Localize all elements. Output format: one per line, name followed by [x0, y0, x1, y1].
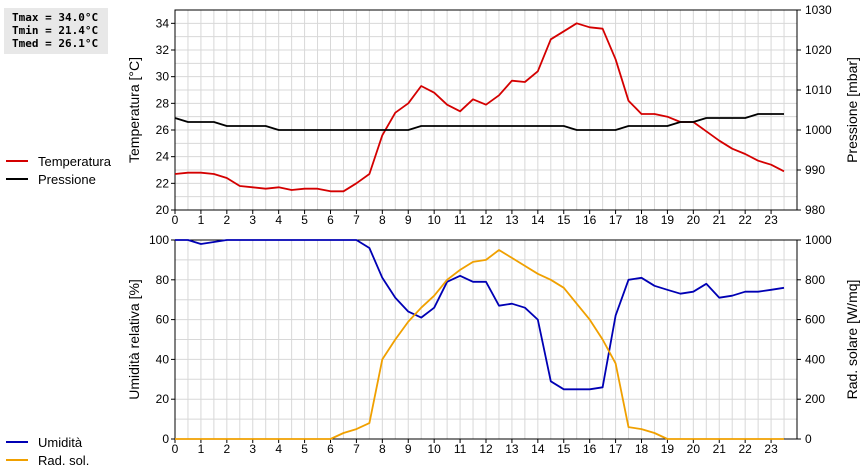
y-left-tick-label: 34: [156, 16, 170, 30]
x-tick-label: 6: [327, 442, 334, 456]
y-left-axis-label: Temperatura [°C]: [126, 57, 142, 163]
x-tick-label: 19: [661, 442, 675, 456]
x-tick-label: 3: [249, 442, 256, 456]
y-right-tick-label: 1000: [805, 233, 832, 247]
legend-item-pressione: Pressione: [6, 170, 111, 188]
x-tick-label: 10: [427, 442, 441, 456]
x-tick-label: 13: [505, 213, 519, 227]
tmin-text: Tmin = 21.4°C: [12, 24, 99, 37]
y-right-tick-label: 0: [805, 432, 812, 446]
y-right-axis-label: Pressione [mbar]: [844, 57, 860, 163]
legend-item-umidita: Umidità: [6, 433, 89, 451]
y-left-tick-label: 26: [156, 123, 170, 137]
legend-label-pressione: Pressione: [38, 171, 96, 187]
x-tick-label: 15: [557, 442, 571, 456]
x-tick-label: 14: [531, 213, 545, 227]
series-line-pressione: [174, 113, 784, 131]
legend-label-temperatura: Temperatura: [38, 153, 111, 169]
x-tick-label: 23: [764, 213, 778, 227]
y-right-tick-label: 600: [805, 313, 825, 327]
x-tick-label: 3: [249, 213, 256, 227]
y-left-axis-label: Umidità relativa [%]: [126, 279, 142, 400]
x-tick-label: 19: [661, 213, 675, 227]
x-tick-label: 22: [738, 213, 752, 227]
x-tick-label: 14: [531, 442, 545, 456]
y-left-tick-label: 32: [156, 43, 170, 57]
x-tick-label: 11: [454, 213, 467, 227]
y-left-tick-label: 80: [156, 273, 170, 287]
x-tick-label: 8: [379, 442, 386, 456]
y-left-tick-label: 24: [156, 150, 170, 164]
x-tick-label: 9: [405, 442, 412, 456]
y-left-tick-label: 30: [156, 70, 170, 84]
x-tick-label: 10: [427, 213, 441, 227]
x-tick-label: 17: [609, 213, 623, 227]
y-right-tick-label: 1030: [805, 3, 832, 17]
legend-label-umidita: Umidità: [38, 434, 83, 450]
y-left-tick-label: 40: [156, 352, 170, 366]
y-right-tick-label: 1000: [805, 123, 832, 137]
tmax-text: Tmax = 34.0°C: [12, 11, 99, 24]
x-tick-label: 5: [301, 213, 308, 227]
x-tick-label: 21: [713, 213, 727, 227]
y-right-tick-label: 800: [805, 273, 825, 287]
x-tick-label: 2: [223, 442, 230, 456]
x-tick-label: 18: [635, 442, 649, 456]
x-tick-label: 21: [713, 442, 727, 456]
x-tick-label: 22: [738, 442, 752, 456]
x-tick-label: 8: [379, 213, 386, 227]
y-left-tick-label: 22: [156, 176, 170, 190]
y-right-tick-label: 200: [805, 392, 825, 406]
x-tick-label: 0: [172, 442, 179, 456]
x-tick-label: 0: [172, 213, 179, 227]
legend-swatch-temperatura: [6, 160, 28, 162]
stats-box: Tmax = 34.0°C Tmin = 21.4°C Tmed = 26.1°…: [4, 8, 108, 54]
x-tick-label: 16: [583, 442, 597, 456]
x-tick-label: 11: [454, 442, 467, 456]
series-line-umidit: [175, 239, 785, 391]
legend-item-temperatura: Temperatura: [6, 152, 111, 170]
x-tick-label: 1: [198, 213, 205, 227]
legend-swatch-pressione: [6, 178, 28, 180]
x-tick-label: 16: [583, 213, 597, 227]
x-tick-label: 2: [223, 213, 230, 227]
series-line-temperatura: [174, 22, 785, 193]
y-left-tick-label: 20: [156, 203, 170, 217]
x-tick-label: 20: [687, 213, 701, 227]
y-left-tick-label: 60: [156, 313, 170, 327]
x-tick-label: 17: [609, 442, 623, 456]
legend-swatch-umidita: [6, 441, 28, 443]
y-right-tick-label: 1020: [805, 43, 832, 57]
series-line-rad-sol: [175, 249, 784, 440]
x-tick-label: 15: [557, 213, 571, 227]
x-tick-label: 1: [198, 442, 205, 456]
y-left-tick-label: 100: [149, 233, 169, 247]
tmed-text: Tmed = 26.1°C: [12, 37, 99, 50]
y-left-tick-label: 20: [156, 392, 170, 406]
x-tick-label: 9: [405, 213, 412, 227]
x-tick-label: 5: [301, 442, 308, 456]
y-left-tick-label: 0: [162, 432, 169, 446]
legend-top: Temperatura Pressione: [6, 152, 111, 188]
x-tick-label: 7: [353, 213, 360, 227]
x-tick-label: 13: [505, 442, 519, 456]
y-right-tick-label: 1010: [805, 83, 832, 97]
y-right-tick-label: 990: [805, 163, 825, 177]
x-tick-label: 4: [275, 442, 282, 456]
y-left-tick-label: 28: [156, 96, 170, 110]
x-tick-label: 4: [275, 213, 282, 227]
y-right-axis-label: Rad. solare [W/mq]: [844, 280, 860, 400]
x-tick-label: 7: [353, 442, 360, 456]
x-tick-label: 23: [764, 442, 778, 456]
x-tick-label: 12: [479, 213, 493, 227]
x-tick-label: 20: [687, 442, 701, 456]
x-tick-label: 18: [635, 213, 649, 227]
y-right-tick-label: 980: [805, 203, 825, 217]
y-right-tick-label: 400: [805, 352, 825, 366]
x-tick-label: 12: [479, 442, 493, 456]
x-tick-label: 6: [327, 213, 334, 227]
